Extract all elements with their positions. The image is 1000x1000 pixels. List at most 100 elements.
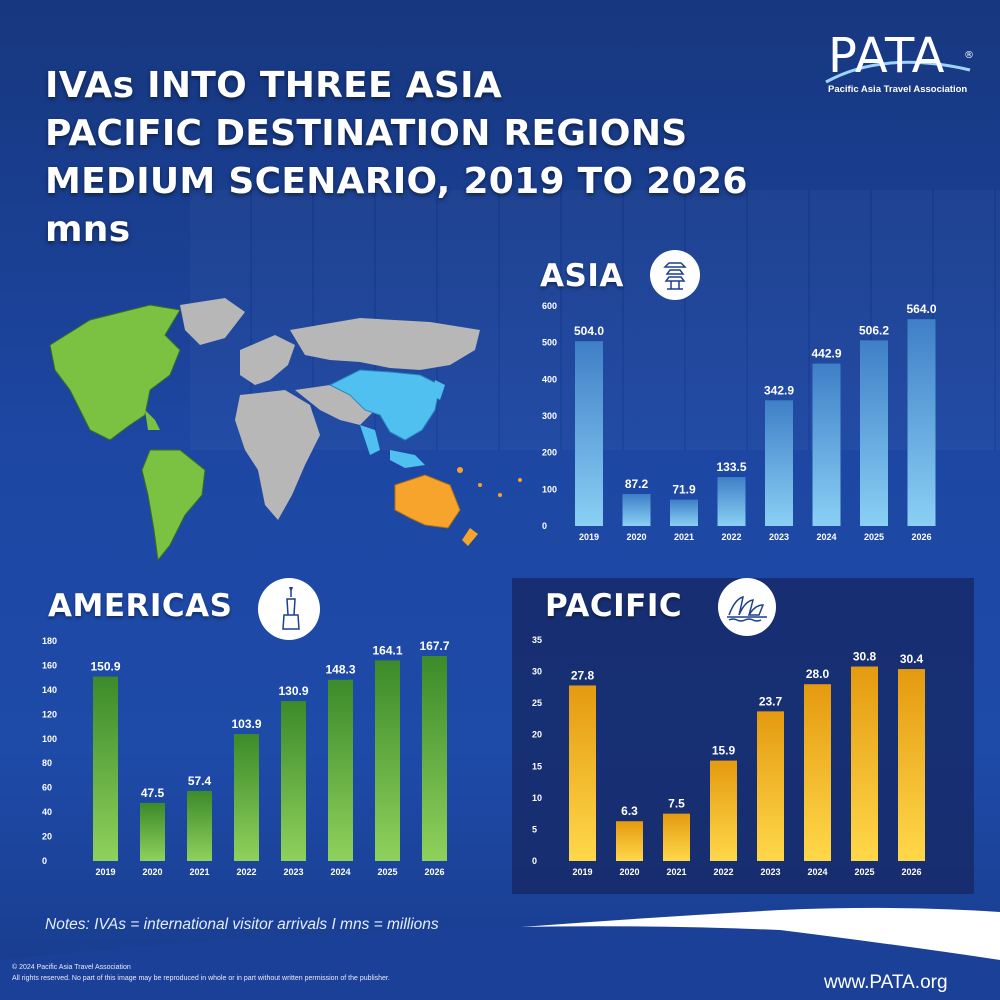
pacific-bar-2025 bbox=[851, 666, 878, 861]
americas-bar-2025 bbox=[375, 660, 400, 861]
americas-xtick: 2019 bbox=[95, 867, 115, 877]
americas-ytick: 80 bbox=[42, 758, 52, 768]
americas-ytick: 60 bbox=[42, 783, 52, 793]
asia-bar-2023 bbox=[765, 400, 793, 526]
americas-xtick: 2026 bbox=[424, 867, 444, 877]
americas-xtick: 2025 bbox=[377, 867, 397, 877]
pacific-xtick: 2019 bbox=[572, 867, 592, 877]
pacific-value-label: 7.5 bbox=[668, 797, 685, 811]
americas-title: AMERICAS bbox=[48, 588, 233, 624]
pacific-title: PACIFIC bbox=[545, 588, 683, 624]
asia-value-label: 442.9 bbox=[811, 347, 841, 361]
title-line-1: IVAs INTO THREE ASIA bbox=[45, 65, 503, 106]
asia-xtick: 2023 bbox=[769, 532, 789, 542]
asia-ytick: 400 bbox=[542, 374, 557, 384]
pacific-ytick: 35 bbox=[532, 635, 542, 645]
asia-chart-svg: 0 100 200 300 400 500 600 504.0 2019 87.2 2020 71.9… bbox=[542, 301, 937, 542]
asia-ytick: 300 bbox=[542, 411, 557, 421]
notes-text: Notes: IVAs = international visitor arri… bbox=[45, 916, 439, 933]
americas-value-label: 148.3 bbox=[325, 663, 355, 677]
americas-bar-2021 bbox=[187, 790, 212, 861]
pacific-value-label: 27.8 bbox=[571, 668, 595, 682]
asia-title: ASIA bbox=[540, 258, 624, 294]
pacific-ytick: 10 bbox=[532, 793, 542, 803]
americas-value-label: 130.9 bbox=[278, 684, 308, 698]
pacific-value-label: 28.0 bbox=[806, 667, 830, 681]
map-europe-africa bbox=[235, 335, 320, 520]
pacific-chart: 0 5 10 15 20 25 30 35 27.8 2019 6.3 2020 7.5 2021 15.9… bbox=[530, 630, 950, 880]
logo-word: PATA bbox=[828, 28, 946, 84]
pacific-xtick: 2020 bbox=[619, 867, 639, 877]
copyright-line-2: All rights reserved. No part of this ima… bbox=[12, 975, 390, 982]
asia-value-label: 133.5 bbox=[716, 460, 746, 474]
map-oceania bbox=[394, 467, 522, 546]
americas-value-label: 164.1 bbox=[372, 643, 402, 657]
pacific-xtick: 2023 bbox=[760, 867, 780, 877]
americas-chart-svg: 0 20 40 60 80 100 120 140 160 180 150.9 2019 47.5 202… bbox=[42, 636, 450, 877]
americas-xtick: 2022 bbox=[236, 867, 256, 877]
asia-value-label: 506.2 bbox=[859, 323, 889, 337]
asia-xtick: 2025 bbox=[864, 532, 884, 542]
title-line-3: MEDIUM SCENARIO, 2019 TO 2026 bbox=[45, 161, 748, 202]
americas-chart: 0 20 40 60 80 100 120 140 160 180 150.9 2019 47.5 202… bbox=[40, 630, 450, 880]
americas-ytick: 40 bbox=[42, 807, 52, 817]
map-south-america bbox=[141, 449, 206, 562]
logo-swoosh-icon bbox=[825, 60, 971, 84]
pacific-ytick: 0 bbox=[532, 856, 537, 866]
pacific-ytick: 30 bbox=[532, 667, 542, 677]
asia-value-label: 342.9 bbox=[764, 383, 794, 397]
pacific-bar-2020 bbox=[616, 821, 643, 861]
asia-bar-2022 bbox=[717, 477, 746, 526]
asia-ytick: 0 bbox=[542, 521, 547, 531]
pacific-xtick: 2026 bbox=[901, 867, 921, 877]
asia-bar-2025 bbox=[860, 340, 888, 526]
americas-bar-2022 bbox=[234, 734, 259, 861]
asia-value-label: 504.0 bbox=[574, 324, 604, 338]
pacific-value-label: 23.7 bbox=[759, 694, 783, 708]
logo-subtitle: Pacific Asia Travel Association bbox=[828, 84, 968, 95]
americas-ytick: 180 bbox=[42, 636, 57, 646]
americas-xtick: 2024 bbox=[330, 867, 350, 877]
asia-bar-2021 bbox=[670, 499, 698, 526]
pacific-xtick: 2022 bbox=[713, 867, 733, 877]
asia-xtick: 2019 bbox=[579, 532, 599, 542]
americas-xtick: 2020 bbox=[142, 867, 162, 877]
americas-value-label: 150.9 bbox=[90, 660, 120, 674]
pacific-bar-2022 bbox=[710, 760, 737, 861]
americas-value-label: 167.7 bbox=[419, 639, 449, 653]
pacific-bar-2023 bbox=[757, 711, 784, 861]
map-asia bbox=[290, 318, 480, 468]
website-link[interactable]: www.PATA.org bbox=[824, 972, 948, 993]
pacific-bar-2021 bbox=[663, 813, 690, 861]
copyright-line-1: © 2024 Pacific Asia Travel Association bbox=[12, 964, 131, 971]
asia-value-label: 71.9 bbox=[672, 483, 696, 497]
americas-value-label: 103.9 bbox=[231, 717, 261, 731]
pacific-value-label: 6.3 bbox=[621, 804, 638, 818]
asia-ytick: 600 bbox=[542, 301, 557, 311]
americas-ytick: 0 bbox=[42, 856, 47, 866]
pacific-value-label: 30.8 bbox=[853, 650, 877, 664]
pacific-ytick: 5 bbox=[532, 824, 537, 834]
americas-bar-2019 bbox=[93, 676, 118, 861]
map-north-america bbox=[49, 304, 181, 441]
title-line-4: mns bbox=[45, 209, 131, 250]
americas-ytick: 100 bbox=[42, 734, 57, 744]
world-map bbox=[49, 298, 522, 562]
logo-registered: ® bbox=[964, 50, 975, 61]
asia-value-label: 564.0 bbox=[906, 302, 936, 316]
copyright-block: © 2024 Pacific Asia Travel Association A… bbox=[12, 962, 390, 984]
americas-value-label: 47.5 bbox=[141, 786, 165, 800]
asia-value-label: 87.2 bbox=[625, 477, 649, 491]
asia-bar-2019 bbox=[575, 341, 603, 526]
pacific-value-label: 15.9 bbox=[712, 744, 736, 758]
pagoda-icon bbox=[650, 250, 700, 300]
americas-xtick: 2023 bbox=[283, 867, 303, 877]
asia-bar-2026 bbox=[907, 319, 936, 526]
americas-ytick: 120 bbox=[42, 709, 57, 719]
pacific-chart-svg: 0510152025303527.820196.320207.5202115.9… bbox=[532, 635, 925, 877]
asia-xtick: 2026 bbox=[911, 532, 931, 542]
pacific-bar-2026 bbox=[898, 669, 925, 861]
pacific-xtick: 2025 bbox=[854, 867, 874, 877]
americas-value-label: 57.4 bbox=[188, 774, 212, 788]
pacific-value-label: 30.4 bbox=[900, 652, 924, 666]
